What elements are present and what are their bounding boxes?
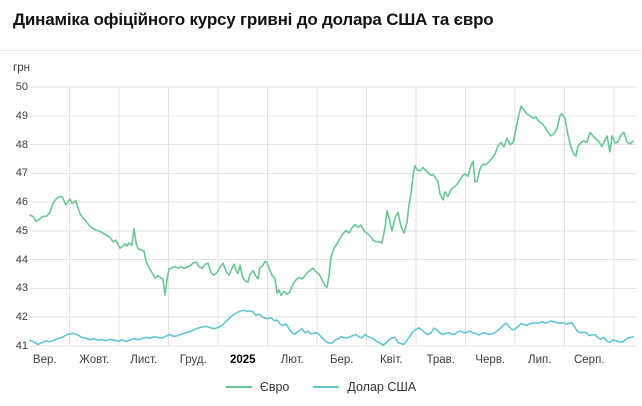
x-tick-label: 2025: [229, 354, 256, 366]
legend-swatch-icon: [313, 386, 340, 388]
y-axis-unit-label: грн: [13, 62, 30, 74]
legend-item: Долар США: [313, 380, 416, 394]
legend-swatch-icon: [225, 386, 252, 388]
y-tick-label: 41: [15, 340, 28, 352]
title-divider: [0, 50, 642, 51]
x-tick-label: Груд.: [179, 354, 207, 366]
y-tick-label: 45: [15, 224, 28, 237]
x-tick-label: Лист.: [130, 354, 158, 366]
legend-label: Євро: [259, 380, 290, 394]
x-tick-label: Черв.: [475, 354, 506, 366]
x-tick-label: Квіт.: [379, 354, 403, 366]
page-title: Динаміка офіційного курсу гривні до дола…: [13, 10, 494, 29]
y-tick-label: 49: [15, 109, 28, 122]
y-tick-label: 42: [15, 311, 28, 324]
legend-item: Євро: [225, 380, 290, 394]
series-line-euro: [29, 105, 634, 297]
y-tick-label: 50: [15, 81, 28, 93]
y-tick-label: 48: [15, 138, 28, 151]
series-line-usd: [29, 309, 634, 346]
x-tick-label: Серп.: [573, 354, 605, 366]
x-tick-label: Бер.: [329, 354, 354, 366]
y-tick-label: 43: [15, 282, 28, 295]
x-tick-label: Трав.: [426, 354, 455, 366]
legend-label: Долар США: [347, 380, 417, 394]
x-tick-label: Жовт.: [79, 354, 110, 366]
x-tick-label: Лип.: [528, 354, 552, 366]
chart-legend: Євро Долар США: [0, 380, 642, 394]
y-tick-label: 44: [15, 253, 28, 266]
y-tick-label: 46: [15, 196, 28, 209]
x-tick-label: Вер.: [32, 354, 57, 366]
x-tick-label: Лют.: [280, 354, 304, 366]
y-tick-label: 47: [15, 167, 28, 180]
